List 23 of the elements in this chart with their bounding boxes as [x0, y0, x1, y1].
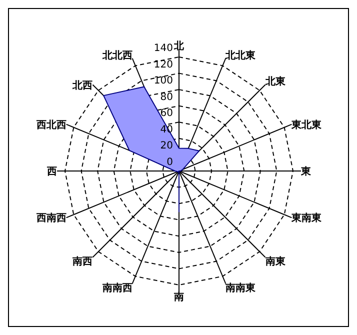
y-tick-label: 120	[154, 59, 173, 70]
spoke-label: 西北西	[35, 118, 66, 131]
spoke-label: 東南東	[290, 212, 323, 224]
spoke-label: 東北東	[290, 118, 323, 131]
spoke-label: 南南西	[101, 282, 132, 294]
y-tick-label: 0	[166, 157, 173, 168]
spoke-label: 東	[300, 166, 312, 178]
spoke-label: 南西	[72, 255, 93, 268]
spoke-label: 南東	[264, 255, 286, 268]
spoke-label: 北北西	[101, 49, 132, 62]
spoke-label: 北東	[264, 76, 286, 88]
y-tick-label: 140	[154, 43, 173, 54]
y-tick-label: 100	[154, 76, 173, 87]
spoke-label: 北	[173, 40, 185, 52]
spoke-label: 西南西	[35, 212, 66, 224]
spoke-label: 南南東	[224, 282, 257, 294]
y-tick-label: 20	[160, 140, 173, 152]
y-tick-label: 80	[160, 92, 173, 103]
y-tick-label: 60	[160, 108, 173, 120]
spoke-label: 西	[46, 166, 57, 178]
spoke-label: 北北東	[224, 49, 257, 62]
spoke-label: 北西	[72, 79, 93, 92]
spoke-label: 南	[173, 291, 184, 304]
